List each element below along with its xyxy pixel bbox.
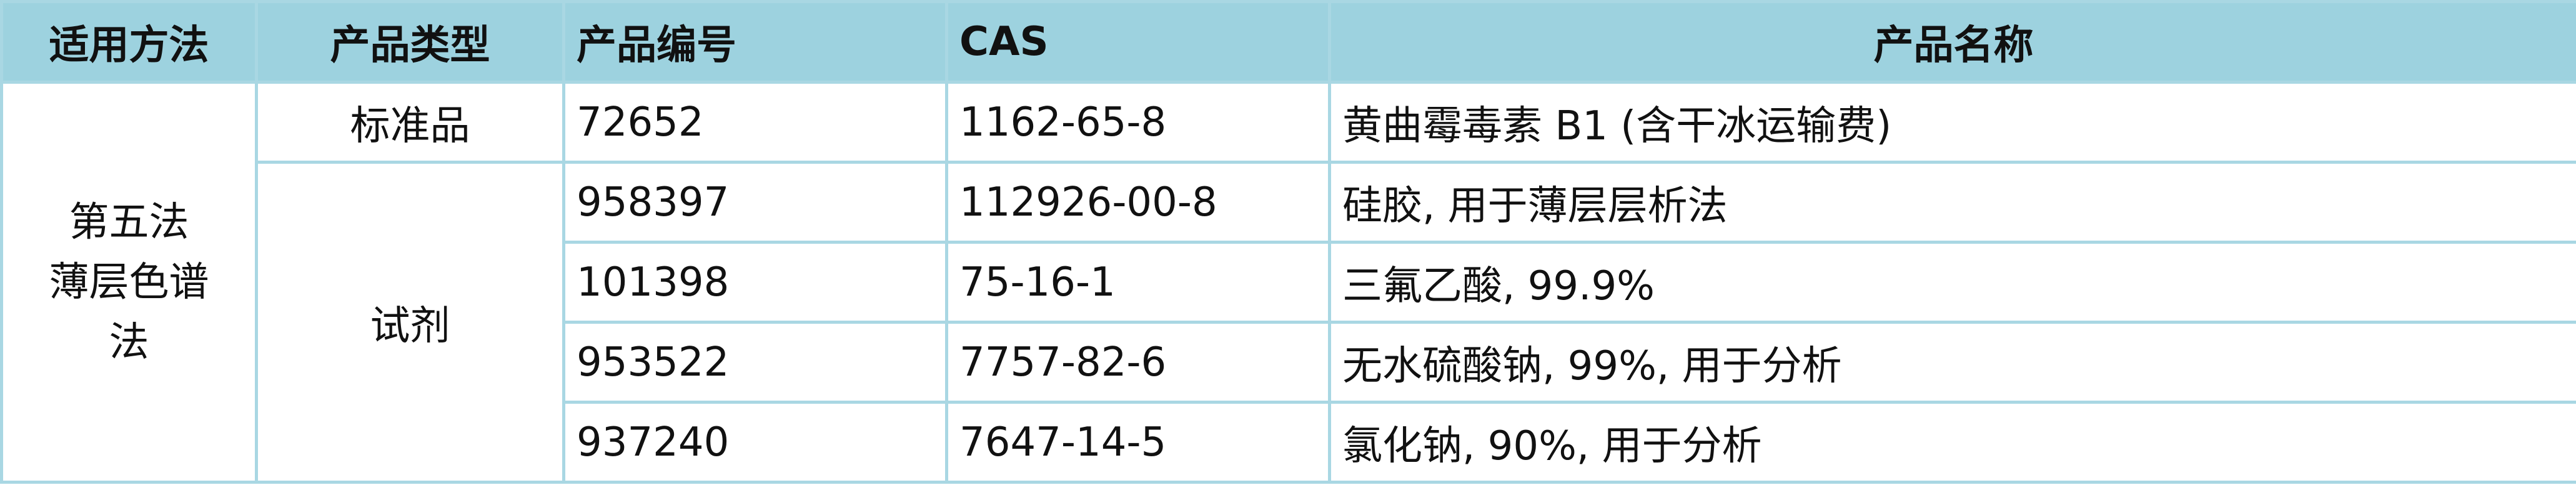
product-name: 硅胶, 用于薄层层析法 — [1328, 161, 2576, 244]
cas-number: 112926-00-8 — [945, 161, 1331, 244]
product-name: 三氟乙酸, 99.9% — [1328, 241, 2576, 324]
header-cell: CAS — [945, 0, 1331, 84]
method-line: 第五法 — [69, 199, 189, 246]
product-name: 黄曲霉毒素 B1 (含干冰运输费) — [1328, 81, 2576, 164]
table-row: 第五法 薄层色谱法标准品 72652 1162-65-8 黄曲霉毒素 B1 (含干冰运输… — [0, 81, 2576, 484]
table-row: 953522 7757-82-6 无水硫酸钠, 99%, 用于分析 — [2, 321, 2576, 404]
product-id: 101398 — [562, 241, 948, 324]
product-name: 无水硫酸钠, 99%, 用于分析 — [1328, 321, 2576, 404]
table-row: 937240 7647-14-5 氯化钠, 90%, 用于分析 — [2, 401, 2576, 484]
table-row: 101398 75-16-1 三氟乙酸, 99.9% — [2, 241, 2576, 324]
product-id: 937240 — [562, 401, 948, 484]
header-cell: 产品名称 — [1328, 0, 2576, 84]
method-cell: 第五法 薄层色谱法 — [0, 81, 258, 484]
method-line: 法 — [109, 319, 149, 366]
product-table: 适用方法 产品类型 产品编号 CAS 产品名称 第五法 薄层色谱法标准品 72652 1162… — [0, 0, 2576, 484]
header-cell: 产品编号 — [562, 0, 948, 84]
table-row: 试剂 958397 112926-00-8 硅胶, 用于薄层层析法 — [2, 161, 2576, 484]
product-id: 958397 — [562, 161, 948, 244]
header-cell: 产品类型 — [255, 0, 565, 84]
header-cell: 适用方法 — [0, 0, 258, 84]
header-row: 适用方法 产品类型 产品编号 CAS 产品名称 — [0, 0, 2576, 84]
product-name: 氯化钠, 90%, 用于分析 — [1328, 401, 2576, 484]
product-id: 953522 — [562, 321, 948, 404]
method-line: 薄层色谱 — [49, 259, 209, 306]
type-cell: 标准品 — [255, 81, 565, 164]
cas-number: 7757-82-6 — [945, 321, 1331, 404]
product-id: 72652 — [562, 81, 948, 164]
table-body: 第五法 薄层色谱法标准品 72652 1162-65-8 黄曲霉毒素 B1 (含干冰运输… — [0, 81, 2576, 484]
type-cell: 试剂 — [255, 161, 565, 484]
cas-number: 7647-14-5 — [945, 401, 1331, 484]
cas-number: 1162-65-8 — [945, 81, 1331, 164]
cas-number: 75-16-1 — [945, 241, 1331, 324]
